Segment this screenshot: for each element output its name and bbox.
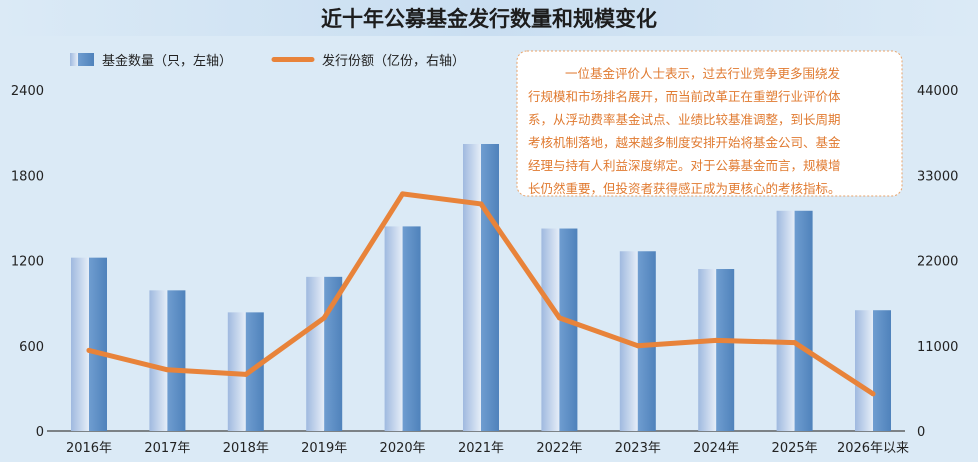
x-tick-label: 2024年: [693, 441, 739, 456]
annotation-line-6: 长仍然重要，但投资者获得感正成为更核心的考核指标。: [528, 181, 841, 196]
x-tick-label: 2025年: [772, 441, 818, 456]
legend-bar-swatch-dark: [78, 53, 94, 66]
bar: [384, 226, 421, 431]
bar: [149, 290, 186, 431]
bar-series: [71, 143, 891, 431]
y-left-tick-label: 1200: [11, 255, 44, 270]
legend-label-line: 发行份额（亿份，右轴）: [322, 53, 465, 69]
bar: [71, 257, 107, 431]
bar: [541, 228, 578, 431]
y-left-tick-label: 2400: [11, 84, 44, 99]
annotation-text: 一位基金评价人士表示，过去行业竞争更多围绕发 行规模和市场排名展开，而当前改革正…: [528, 66, 845, 196]
line-point: [400, 191, 406, 197]
x-tick-label: 2016年: [66, 441, 112, 456]
y-left-tick-label: 600: [19, 340, 44, 355]
legend-label-bars: 基金数量（只，左轴）: [102, 53, 232, 69]
x-tick-label: 2020年: [380, 441, 426, 456]
y-left-tick-label: 0: [36, 425, 44, 440]
x-tick-label: 2018年: [223, 441, 269, 456]
legend-item-line: 发行份额（亿份，右轴）: [271, 53, 465, 69]
x-tick-label: 2023年: [615, 441, 661, 456]
bar-face-dark: [245, 312, 264, 431]
chart-title: 近十年公募基金发行数量和规模变化: [321, 7, 657, 31]
bar-face-dark: [794, 210, 813, 431]
x-tick-label: 2021年: [458, 441, 504, 456]
annotation-box: 一位基金评价人士表示，过去行业竞争更多围绕发 行规模和市场排名展开，而当前改革正…: [516, 50, 903, 197]
y-right-tick-label: 22000: [917, 255, 958, 270]
x-tick-label: 2017年: [144, 441, 190, 456]
y-right-tick-label: 44000: [917, 84, 958, 99]
x-tick-label: 2026年以来: [837, 441, 909, 456]
bar-face-light: [541, 228, 560, 431]
annotation-line-4: 考核机制落地，越来越多制度安排开始将基金公司、基金: [528, 135, 841, 150]
bar: [306, 276, 343, 431]
x-axis-labels: 2016年 2017年 2018年 2019年 2020年 2021年 2022年 2023年…: [66, 441, 909, 456]
bar-face-light: [698, 269, 717, 431]
bar-face-dark: [402, 226, 421, 431]
annotation-line-3: 系，从浮动费率基金试点、业绩比较基准调整，到长周期: [528, 112, 841, 127]
annotation-line-2: 行规模和市场排名展开，而当前改革正在重塑行业评价体: [528, 89, 841, 104]
y-right-tick-label: 33000: [917, 169, 958, 184]
y-axis-right: 0 11000 22000 33000 44000: [917, 84, 958, 440]
bar-face-dark: [716, 269, 735, 431]
x-tick-label: 2019年: [301, 441, 347, 456]
line-series: [86, 191, 876, 397]
bar-face-light: [306, 276, 325, 431]
bar-face-light: [463, 143, 481, 431]
line-point: [713, 337, 719, 343]
line-point: [556, 315, 562, 321]
line-point: [635, 343, 641, 349]
legend: 基金数量（只，左轴） 发行份额（亿份，右轴）: [70, 53, 465, 69]
bar-face-light: [149, 290, 168, 431]
legend-item-bars: 基金数量（只，左轴）: [70, 53, 232, 69]
y-right-tick-label: 11000: [917, 340, 958, 355]
bar: [855, 310, 891, 431]
line-point: [870, 391, 876, 397]
x-tick-label: 2022年: [536, 441, 582, 456]
line-point: [478, 201, 484, 207]
bar-face-light: [855, 310, 873, 431]
legend-bar-swatch-light: [70, 53, 78, 66]
line-point: [321, 315, 327, 321]
annotation-frame: [516, 50, 903, 197]
bar-face-light: [71, 257, 89, 431]
bar-face-dark: [637, 251, 656, 431]
annotation-line-5: 经理与持有人利益深度绑定。对于公募基金而言，规模增: [528, 158, 841, 173]
title-band: [0, 0, 978, 36]
bar-face-dark: [559, 228, 578, 431]
bar: [463, 143, 499, 431]
bar: [776, 210, 813, 431]
y-right-tick-label: 0: [917, 425, 925, 440]
line-point: [86, 347, 92, 353]
line-point: [792, 340, 798, 346]
bar-face-dark: [89, 257, 107, 431]
y-left-tick-label: 1800: [11, 169, 44, 184]
y-axis-left: 0 600 1200 1800 2400: [11, 84, 44, 440]
line-point: [164, 367, 170, 373]
line-point: [243, 371, 249, 377]
annotation-line-1: 一位基金评价人士表示，过去行业竞争更多围绕发: [565, 66, 841, 81]
bar-face-dark: [481, 143, 499, 431]
bar-face-light: [384, 226, 403, 431]
bar-face-light: [776, 210, 795, 431]
bar-face-dark: [167, 290, 186, 431]
bar-face-dark: [873, 310, 891, 431]
bar: [698, 269, 735, 431]
